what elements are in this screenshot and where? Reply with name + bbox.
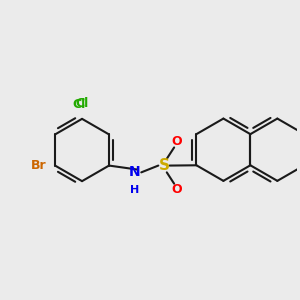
Text: Br: Br bbox=[31, 159, 46, 172]
Text: Cl: Cl bbox=[73, 98, 86, 112]
Text: O: O bbox=[171, 183, 182, 196]
Text: O: O bbox=[171, 135, 182, 148]
Text: Cl: Cl bbox=[75, 98, 89, 110]
Text: N: N bbox=[129, 165, 140, 179]
Text: S: S bbox=[158, 158, 169, 173]
Text: H: H bbox=[130, 185, 139, 195]
